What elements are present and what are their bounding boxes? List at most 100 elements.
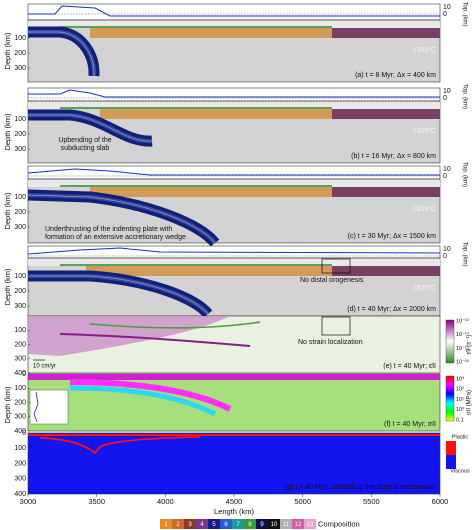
y-tick-label: 300 (14, 476, 26, 483)
annotation: Upbending of the (58, 137, 111, 144)
colorbar-tick-label: 10⁻¹⁴ (456, 331, 470, 338)
annotation: No distal orogenesis (300, 277, 364, 284)
panel-label: (b) t = 16 Myr; Δx = 800 km (351, 153, 436, 160)
y-tick-label: 300 (14, 65, 26, 72)
topography (28, 5, 440, 17)
annotation: subducting slab (61, 145, 110, 152)
topo-frame (27, 165, 441, 180)
panel-label: (c) t = 30 Myr; Δx = 1500 km (348, 233, 436, 240)
colorbar-tick-label: 10⁻¹³ (456, 318, 469, 324)
y-tick-label: 400 (14, 491, 26, 498)
y-tick-label: 100 (14, 35, 26, 42)
x-tick-label: 5000 (294, 497, 311, 506)
legend-label: Plastic (452, 434, 468, 440)
composition-swatch (232, 519, 244, 529)
x-tick-label: 4500 (226, 497, 243, 506)
top-axis-title: Top. (km) (461, 162, 467, 187)
y-tick-label: 100 (14, 445, 26, 452)
colorbar-tick-label: 10² (456, 387, 464, 393)
composition-swatch (160, 519, 172, 529)
colorbar-tick-label: 10¹ (456, 397, 464, 403)
composition-swatch (280, 519, 292, 529)
composition-swatch (268, 519, 280, 529)
slab-isotherm (28, 113, 153, 144)
topo-frame (27, 87, 441, 102)
composition-swatch (244, 519, 256, 529)
y-axis-title: Depth (km) (3, 113, 12, 151)
y-tick-label: 300 (14, 224, 26, 231)
x-tick-label: 3000 (20, 497, 37, 506)
composition-class: 5 (212, 522, 216, 528)
composition-swatch (196, 519, 208, 529)
panel-label: (f) t = 40 Myr; σII (384, 421, 436, 428)
strain-blob (28, 316, 230, 356)
model (27, 432, 441, 495)
temperature-label: 1300°C (413, 284, 436, 292)
y-axis-title: Depth (km) (3, 192, 12, 230)
top-tick-label: 0 (443, 95, 447, 102)
y-tick-label: 400 (14, 370, 26, 377)
composition-class: 10 (271, 522, 278, 528)
composition-swatch (220, 519, 232, 529)
y-tick-label: 200 (14, 209, 26, 216)
y-tick-label: 100 (14, 327, 26, 334)
y-tick-label: 200 (14, 341, 26, 348)
temperature-label: 1300°C (413, 127, 436, 135)
composition-swatch (184, 519, 196, 529)
y-tick-label: 200 (14, 131, 26, 138)
composition-class: 3 (188, 522, 192, 528)
y-tick-label: 400 (14, 428, 26, 435)
panel-label: (g) t = 40 Myr; controlling rheological … (285, 484, 436, 491)
composition-class: 13 (307, 522, 314, 528)
colorbar-tick-label: 0.1 (456, 417, 464, 423)
composition-swatch (292, 519, 304, 529)
colorbar-tick-label: 10⁻¹⁶ (456, 358, 469, 365)
y-tick-label: 200 (14, 460, 26, 467)
composition-swatch (256, 519, 268, 529)
stress-band (69, 379, 232, 412)
colorbar-title: ε̇II (s⁻¹) (467, 335, 473, 355)
slab-isotherm (27, 193, 217, 245)
panel-label: (e) t = 40 Myr; ε̇II (383, 363, 436, 370)
slab-isotherm (28, 274, 210, 316)
annotation: No strain localization (298, 339, 363, 346)
strain-band (59, 333, 251, 347)
x-tick-label: 4000 (157, 497, 174, 506)
y-tick-label: 200 (14, 399, 26, 406)
top-tick-label: 0 (443, 11, 447, 18)
composition-class: 8 (248, 522, 252, 528)
focus-box (321, 258, 351, 274)
annotation: Underthrusting of the indenting plate wi… (45, 226, 172, 233)
y-tick-label: 300 (14, 303, 26, 310)
x-axis-title: Length (km) (214, 507, 255, 516)
y-axis-title: Depth (km) (3, 386, 12, 424)
temperature-label: 1300°C (413, 46, 436, 54)
composition-class: 1 (164, 522, 168, 528)
top-axis-title: Top. (km) (461, 1, 467, 26)
y-tick-label: 300 (14, 356, 26, 363)
colorbar-tick-label: 10⁻¹⁵ (456, 345, 469, 352)
temperature-label: 1300°C (413, 205, 436, 213)
top-tick-label: 10 (443, 246, 451, 253)
panel-label: (d) t = 40 Myr; Δx = 2000 km (347, 306, 436, 313)
top-tick-label: 10 (443, 88, 451, 95)
composition-class: 12 (295, 522, 302, 528)
composition-title: Composition (318, 519, 360, 528)
lithosphere (28, 259, 440, 266)
panel-label: (a) t = 8 Myr; Δx = 400 km (355, 72, 436, 79)
composition-class: 9 (260, 522, 264, 528)
colorbar-title: σII (MPa) (467, 390, 473, 415)
lithosphere (28, 180, 440, 187)
strain-band (89, 321, 261, 329)
top-axis-title: Top. (km) (461, 84, 467, 109)
composition-class: 7 (236, 522, 240, 528)
topography (27, 168, 440, 176)
lithosphere (28, 21, 440, 28)
colorbar-tick-label: 10⁰ (456, 406, 465, 413)
top-tick-label: 0 (443, 173, 447, 180)
top-tick-label: 10 (443, 4, 451, 11)
velocity-scale: 10 cm/yr (33, 364, 56, 370)
